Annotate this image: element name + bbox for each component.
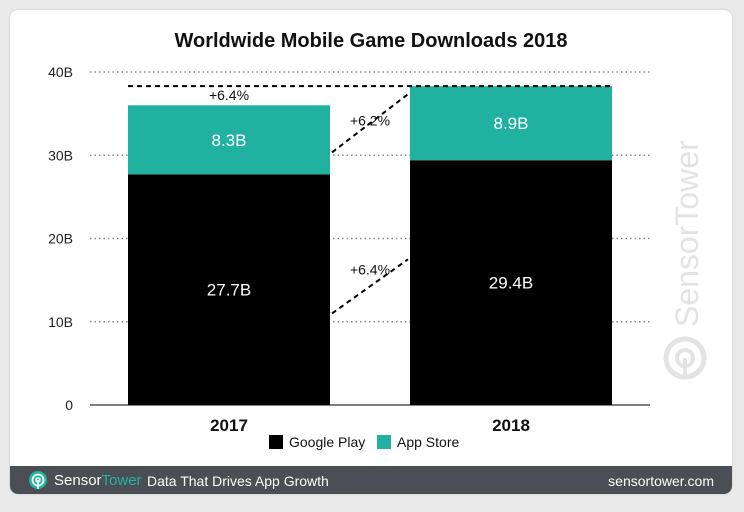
y-tick-label: 0	[65, 397, 73, 413]
data-label: 8.9B	[494, 114, 529, 133]
bar-google-play-2017	[128, 174, 330, 405]
x-tick-label: 2018	[492, 416, 530, 435]
footer-bar: SensorTower Data That Drives App Growth …	[10, 466, 732, 494]
legend-label: Google Play	[289, 434, 365, 450]
bar-google-play-2018	[410, 160, 612, 405]
google-play-growth-line	[331, 258, 409, 315]
chart-card: Worldwide Mobile Game Downloads 2018 0 10…	[10, 10, 732, 494]
data-label: 29.4B	[489, 274, 533, 293]
chart-title: Worldwide Mobile Game Downloads 2018	[174, 30, 568, 52]
y-tick-label: 20B	[48, 231, 73, 247]
footer-brand: SensorTower	[54, 472, 142, 489]
google-play-growth-label: +6.4%	[350, 261, 390, 277]
sensortower-logo-icon	[663, 336, 707, 380]
legend-label: App Store	[397, 434, 459, 450]
bar-app-store-2018	[410, 86, 612, 161]
x-tick-label: 2017	[210, 416, 248, 435]
bar-app-store-2017	[128, 105, 330, 175]
footer-site-link[interactable]: sensortower.com	[608, 473, 714, 489]
data-label: 27.7B	[207, 281, 251, 300]
app-store-growth-line	[331, 93, 409, 154]
legend-swatch-google-play	[269, 435, 283, 449]
watermark-text: SensorTower	[669, 140, 705, 327]
y-tick-label: 10B	[48, 314, 73, 330]
sensortower-logo-icon	[29, 471, 47, 489]
app-store-growth-label: +6.2%	[350, 112, 390, 128]
legend-swatch-app-store	[377, 435, 391, 449]
y-tick-label: 30B	[48, 147, 73, 163]
footer-tagline: Data That Drives App Growth	[147, 473, 329, 489]
brand-tower: Tower	[101, 472, 142, 489]
stacked-bar-chart: 0 10B 20B 30B 40B 27.7B 8.3B 2017 29.4B 8.9B 2018 +…	[48, 64, 650, 450]
sensortower-watermark: SensorTower	[663, 140, 707, 380]
y-tick-label: 40B	[48, 64, 73, 80]
data-label: 8.3B	[212, 131, 247, 150]
total-growth-label: +6.4%	[209, 87, 249, 103]
brand-sensor: Sensor	[54, 472, 102, 489]
